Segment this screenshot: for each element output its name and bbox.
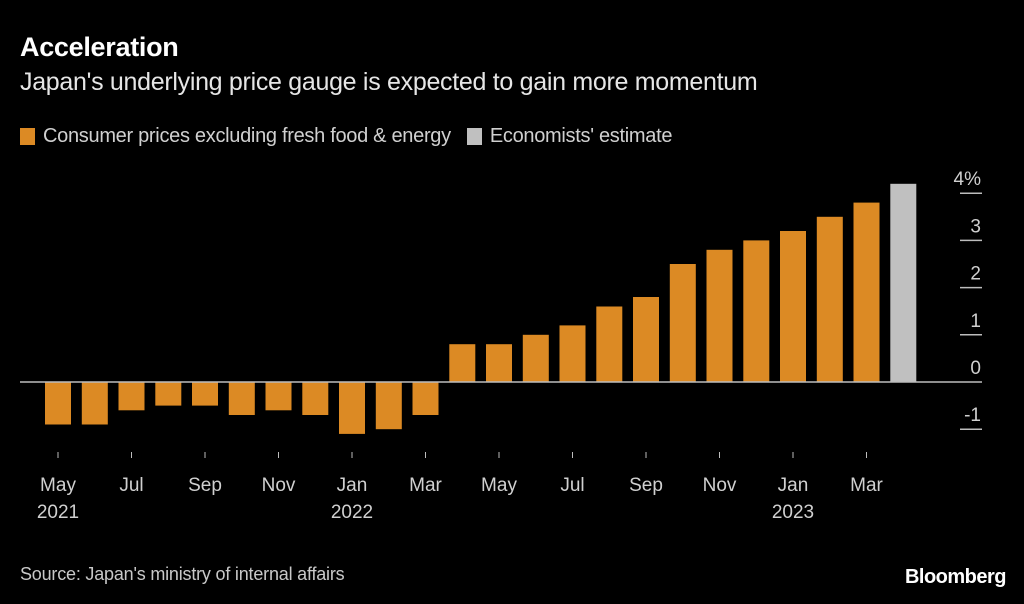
x-tick-label: May xyxy=(40,475,76,496)
bar-actual xyxy=(375,382,402,430)
y-tick-label: 4% xyxy=(954,169,982,190)
bar-actual xyxy=(559,325,586,382)
x-tick-label: Sep xyxy=(629,475,663,496)
legend-label-actual: Consumer prices excluding fresh food & e… xyxy=(43,125,451,147)
bar-actual xyxy=(192,382,218,406)
bar-actual xyxy=(265,382,292,411)
legend-swatch-actual xyxy=(20,128,35,145)
x-tick-label: Nov xyxy=(262,475,296,496)
bar-actual xyxy=(228,382,255,415)
bar-actual xyxy=(118,382,145,411)
x-tick-year-label: 2023 xyxy=(772,502,814,523)
x-tick-label: Nov xyxy=(703,475,737,496)
x-tick-label: Sep xyxy=(188,475,222,496)
bar-actual xyxy=(339,382,365,434)
bar-actual xyxy=(486,344,512,382)
y-tick-label: 0 xyxy=(970,358,981,379)
x-tick-label: Jul xyxy=(119,475,143,496)
x-tick-label: Jan xyxy=(337,475,368,496)
bar-actual xyxy=(706,249,733,382)
bar-estimate xyxy=(890,183,917,382)
bar-actual xyxy=(633,297,659,382)
x-tick-year-label: 2022 xyxy=(331,502,373,523)
bar-actual xyxy=(302,382,329,415)
legend: Consumer prices excluding fresh food & e… xyxy=(20,125,688,148)
x-tick-label: Mar xyxy=(850,475,883,496)
bar-actual xyxy=(669,264,696,382)
bar-actual xyxy=(412,382,439,415)
legend-item-estimate: Economists' estimate xyxy=(466,125,673,148)
bar-actual xyxy=(81,382,108,425)
x-tick-label: Mar xyxy=(409,475,442,496)
bar-actual xyxy=(816,216,843,382)
x-tick-label: May xyxy=(481,475,517,496)
bar-actual xyxy=(449,344,476,382)
bar-actual xyxy=(853,202,880,382)
source-note: Source: Japan's ministry of internal aff… xyxy=(20,564,345,584)
legend-swatch-estimate xyxy=(466,128,482,145)
y-tick-label: 2 xyxy=(970,264,981,285)
legend-item-actual: Consumer prices excluding fresh food & e… xyxy=(20,125,451,148)
bar-actual xyxy=(155,382,182,406)
chart-title: Acceleration xyxy=(20,32,179,62)
y-tick-label: 1 xyxy=(970,311,981,332)
bar-actual xyxy=(780,231,806,382)
chart-subtitle: Japan's underlying price gauge is expect… xyxy=(20,68,758,96)
y-tick-label: 3 xyxy=(970,216,981,237)
bloomberg-logo: Bloomberg xyxy=(904,566,1007,588)
x-tick-label: Jul xyxy=(560,475,584,496)
bar-actual xyxy=(743,240,770,382)
bar-actual xyxy=(45,382,71,425)
bar-actual xyxy=(596,306,623,382)
x-tick-year-label: 2021 xyxy=(37,502,79,523)
y-tick-label: -1 xyxy=(964,405,981,426)
bar-actual xyxy=(522,334,549,382)
legend-label-estimate: Economists' estimate xyxy=(489,125,673,147)
x-tick-label: Jan xyxy=(778,475,809,496)
